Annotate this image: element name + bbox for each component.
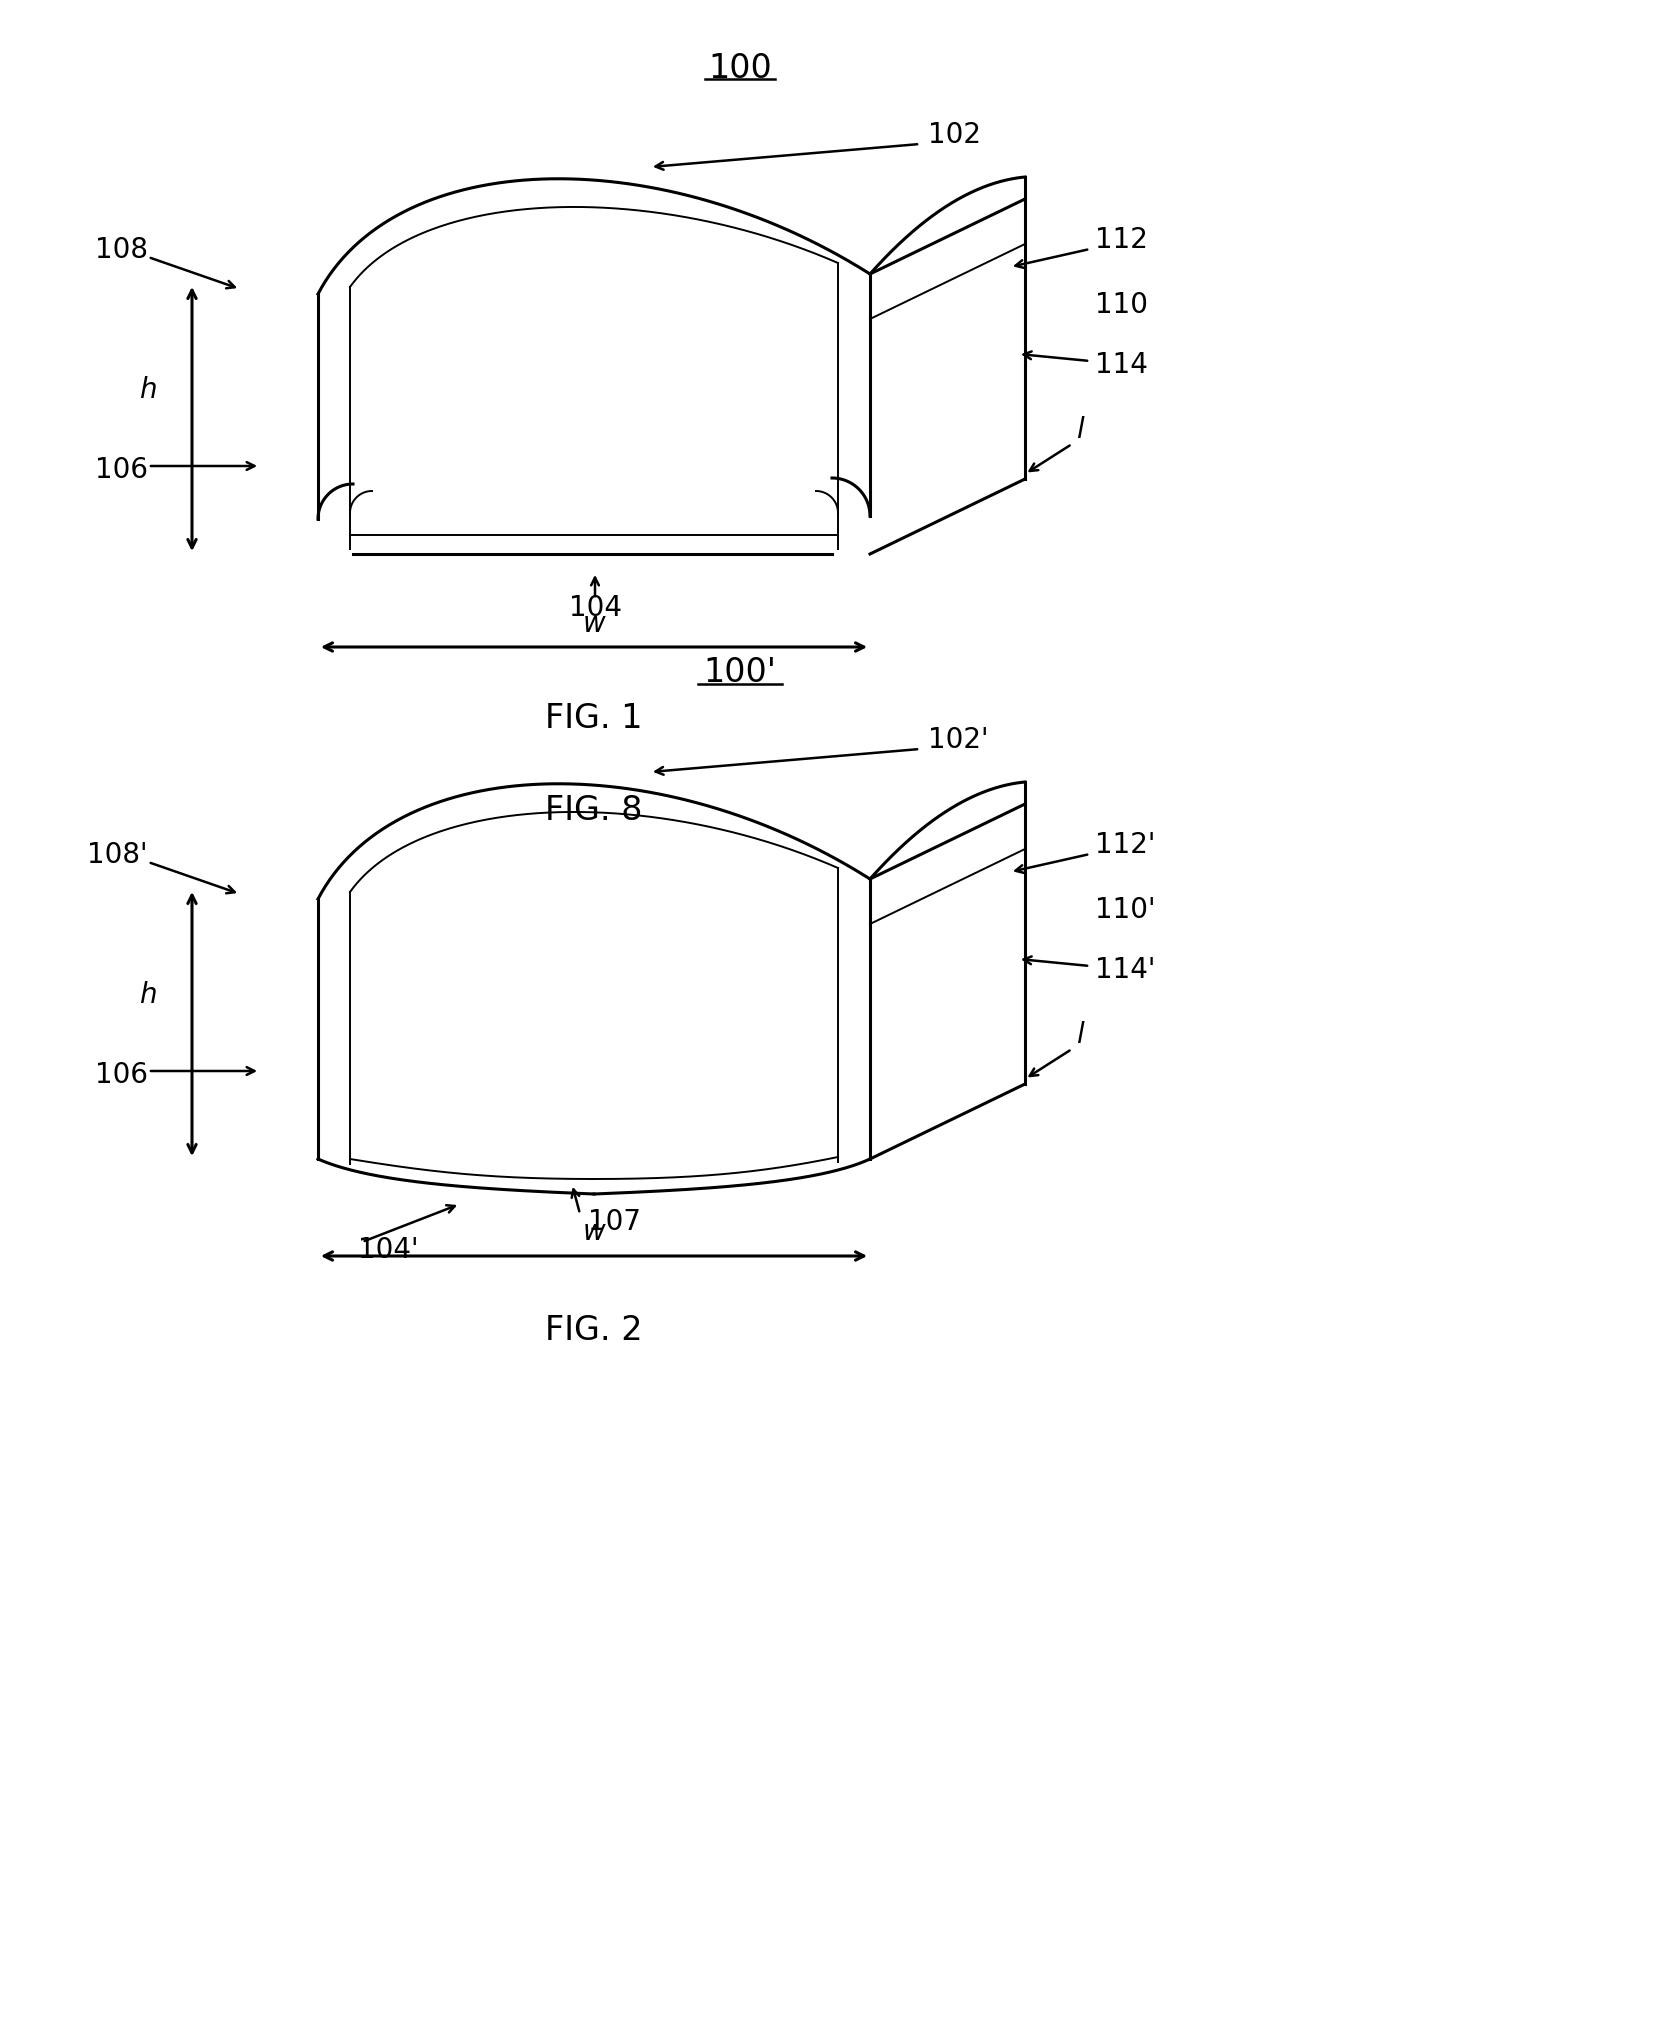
Text: 114': 114' (1096, 956, 1155, 983)
Text: w: w (583, 1217, 606, 1246)
Text: 110: 110 (1096, 292, 1149, 318)
Text: 102': 102' (928, 726, 988, 754)
Text: 104: 104 (569, 593, 622, 622)
Text: FIG. 8: FIG. 8 (544, 793, 642, 826)
Text: 114: 114 (1096, 351, 1149, 379)
Text: 106: 106 (94, 457, 147, 483)
Text: 112': 112' (1096, 830, 1155, 858)
Text: 100: 100 (708, 51, 771, 84)
Text: 110': 110' (1096, 895, 1155, 924)
Text: l: l (1076, 416, 1084, 445)
Text: 108': 108' (88, 840, 147, 869)
Text: 100': 100' (703, 657, 776, 689)
Text: 104': 104' (357, 1236, 419, 1264)
Text: 102: 102 (928, 120, 981, 149)
Text: 112: 112 (1096, 226, 1149, 255)
Text: 107: 107 (588, 1207, 640, 1236)
Text: FIG. 2: FIG. 2 (544, 1313, 642, 1346)
Text: l: l (1076, 1020, 1084, 1048)
Text: 106: 106 (94, 1060, 147, 1089)
Text: FIG. 1: FIG. 1 (544, 701, 642, 734)
Text: h: h (139, 375, 157, 404)
Text: w: w (583, 610, 606, 638)
Text: h: h (139, 981, 157, 1009)
Text: 108: 108 (94, 237, 147, 263)
